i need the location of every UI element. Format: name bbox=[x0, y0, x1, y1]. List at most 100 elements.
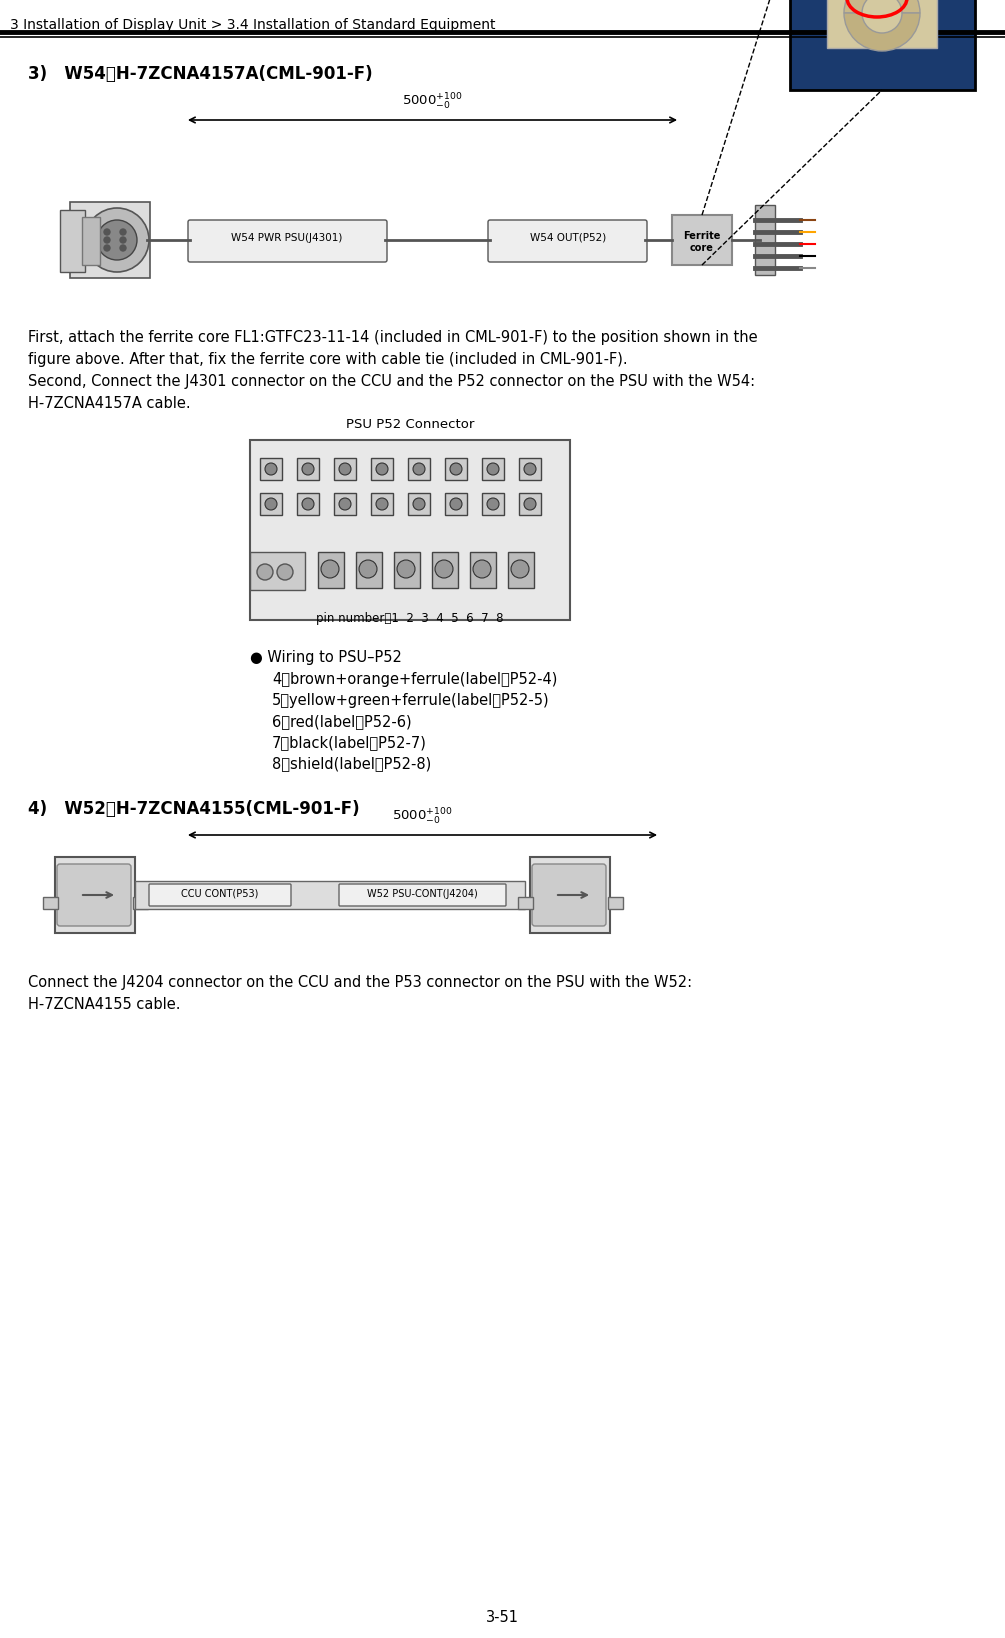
Circle shape bbox=[473, 560, 491, 578]
FancyBboxPatch shape bbox=[339, 885, 506, 906]
Bar bbox=[297, 459, 319, 480]
Bar bbox=[250, 441, 570, 621]
Text: 7：black(label：P52-7): 7：black(label：P52-7) bbox=[272, 735, 427, 750]
Circle shape bbox=[265, 464, 277, 475]
FancyBboxPatch shape bbox=[532, 863, 606, 925]
Circle shape bbox=[120, 238, 126, 242]
Circle shape bbox=[97, 219, 137, 260]
Bar bbox=[790, 0, 975, 90]
Circle shape bbox=[277, 563, 293, 580]
Bar bbox=[82, 216, 100, 265]
Circle shape bbox=[524, 498, 536, 509]
Bar bbox=[334, 493, 356, 514]
Text: H-7ZCNA4155 cable.: H-7ZCNA4155 cable. bbox=[28, 998, 181, 1012]
Text: 4)   W52：H-7ZCNA4155(CML-901-F): 4) W52：H-7ZCNA4155(CML-901-F) bbox=[28, 799, 360, 817]
Circle shape bbox=[339, 464, 351, 475]
Bar bbox=[518, 898, 533, 909]
Text: CCU CONT(P53): CCU CONT(P53) bbox=[181, 889, 258, 899]
Text: W54 PWR PSU(J4301): W54 PWR PSU(J4301) bbox=[231, 233, 343, 242]
Bar bbox=[482, 493, 504, 514]
Circle shape bbox=[302, 464, 314, 475]
Bar bbox=[445, 459, 467, 480]
FancyBboxPatch shape bbox=[57, 863, 131, 925]
Text: 4：brown+orange+ferrule(label：P52-4): 4：brown+orange+ferrule(label：P52-4) bbox=[272, 672, 558, 686]
Text: 6：red(label：P52-6): 6：red(label：P52-6) bbox=[272, 714, 412, 729]
Circle shape bbox=[359, 560, 377, 578]
Circle shape bbox=[376, 498, 388, 509]
Bar bbox=[519, 493, 541, 514]
Bar bbox=[432, 552, 458, 588]
Bar bbox=[394, 552, 420, 588]
Bar bbox=[608, 898, 623, 909]
Bar bbox=[260, 493, 282, 514]
Bar bbox=[408, 493, 430, 514]
Circle shape bbox=[487, 464, 499, 475]
Circle shape bbox=[257, 563, 273, 580]
Bar bbox=[43, 898, 58, 909]
Circle shape bbox=[397, 560, 415, 578]
Circle shape bbox=[339, 498, 351, 509]
Bar bbox=[445, 493, 467, 514]
Circle shape bbox=[413, 464, 425, 475]
Text: core: core bbox=[690, 242, 714, 252]
Bar bbox=[60, 210, 85, 272]
Circle shape bbox=[511, 560, 529, 578]
Circle shape bbox=[487, 498, 499, 509]
Wedge shape bbox=[844, 0, 920, 13]
Text: 5000$^{+100}_{-0}$: 5000$^{+100}_{-0}$ bbox=[402, 92, 462, 111]
FancyBboxPatch shape bbox=[488, 219, 647, 262]
Text: 5000$^{+100}_{-0}$: 5000$^{+100}_{-0}$ bbox=[392, 808, 452, 827]
Bar bbox=[371, 493, 393, 514]
Bar bbox=[260, 459, 282, 480]
Text: PSU P52 Connector: PSU P52 Connector bbox=[346, 418, 474, 431]
Bar bbox=[470, 552, 496, 588]
Circle shape bbox=[321, 560, 339, 578]
Text: 3)   W54：H-7ZCNA4157A(CML-901-F): 3) W54：H-7ZCNA4157A(CML-901-F) bbox=[28, 66, 373, 84]
Text: W54 OUT(P52): W54 OUT(P52) bbox=[530, 233, 606, 242]
Circle shape bbox=[450, 464, 462, 475]
FancyBboxPatch shape bbox=[149, 885, 291, 906]
Text: 8：shield(label：P52-8): 8：shield(label：P52-8) bbox=[272, 757, 431, 771]
Text: ● Wiring to PSU–P52: ● Wiring to PSU–P52 bbox=[250, 650, 402, 665]
Circle shape bbox=[104, 246, 110, 251]
Bar bbox=[827, 0, 937, 48]
Bar bbox=[133, 898, 148, 909]
Text: 3 Installation of Display Unit > 3.4 Installation of Standard Equipment: 3 Installation of Display Unit > 3.4 Ins… bbox=[10, 18, 495, 33]
Bar bbox=[482, 459, 504, 480]
Bar bbox=[55, 857, 135, 934]
Bar bbox=[371, 459, 393, 480]
Text: Ferrite: Ferrite bbox=[683, 231, 721, 241]
Circle shape bbox=[413, 498, 425, 509]
Bar bbox=[672, 215, 732, 265]
Bar bbox=[334, 459, 356, 480]
Bar bbox=[318, 552, 344, 588]
Text: figure above. After that, fix the ferrite core with cable tie (included in CML-9: figure above. After that, fix the ferrit… bbox=[28, 352, 628, 367]
Bar bbox=[755, 205, 775, 275]
Circle shape bbox=[435, 560, 453, 578]
Bar bbox=[135, 881, 525, 909]
Circle shape bbox=[120, 246, 126, 251]
Bar bbox=[70, 201, 150, 278]
Bar bbox=[408, 459, 430, 480]
Text: Second, Connect the J4301 connector on the CCU and the P52 connector on the PSU : Second, Connect the J4301 connector on t… bbox=[28, 373, 755, 388]
Text: W52 PSU-CONT(J4204): W52 PSU-CONT(J4204) bbox=[367, 889, 477, 899]
FancyBboxPatch shape bbox=[188, 219, 387, 262]
Circle shape bbox=[85, 208, 149, 272]
Wedge shape bbox=[844, 13, 920, 51]
Bar bbox=[356, 552, 382, 588]
Bar bbox=[530, 857, 610, 934]
Circle shape bbox=[450, 498, 462, 509]
Text: First, attach the ferrite core FL1:GTFC23-11-14 (included in CML-901-F) to the p: First, attach the ferrite core FL1:GTFC2… bbox=[28, 329, 758, 346]
Bar bbox=[519, 459, 541, 480]
Circle shape bbox=[376, 464, 388, 475]
Text: Connect the J4204 connector on the CCU and the P53 connector on the PSU with the: Connect the J4204 connector on the CCU a… bbox=[28, 975, 692, 989]
Circle shape bbox=[104, 229, 110, 234]
Text: 3-51: 3-51 bbox=[485, 1610, 519, 1625]
Circle shape bbox=[524, 464, 536, 475]
Circle shape bbox=[104, 238, 110, 242]
Circle shape bbox=[120, 229, 126, 234]
Text: 5：yellow+green+ferrule(label：P52-5): 5：yellow+green+ferrule(label：P52-5) bbox=[272, 693, 550, 708]
Bar bbox=[508, 552, 534, 588]
Bar bbox=[297, 493, 319, 514]
Text: H-7ZCNA4157A cable.: H-7ZCNA4157A cable. bbox=[28, 396, 191, 411]
